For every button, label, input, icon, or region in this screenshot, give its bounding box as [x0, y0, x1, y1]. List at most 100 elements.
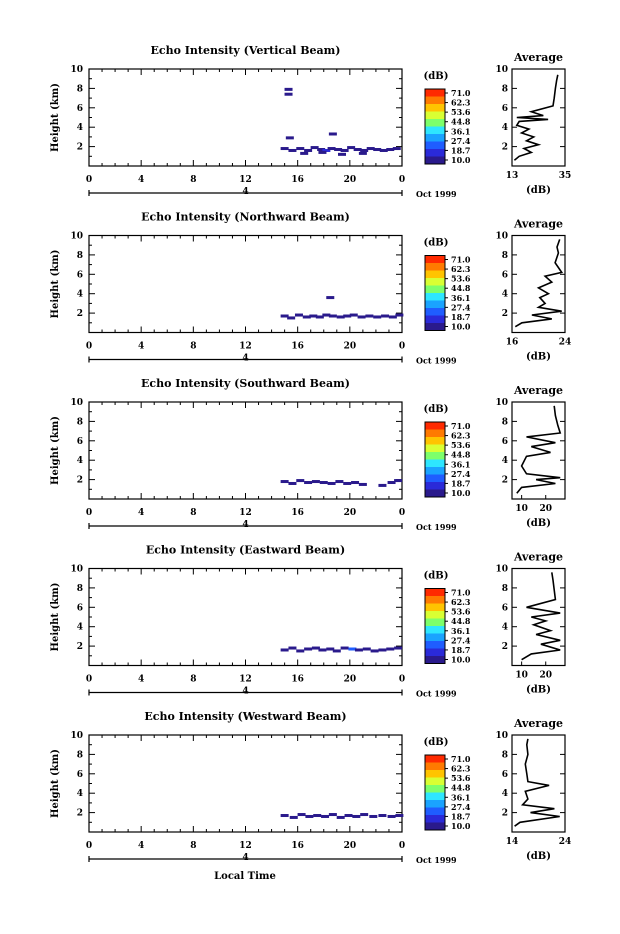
x-tick-label: 12 — [239, 342, 252, 352]
heatmap-cell — [328, 314, 337, 318]
heatmap-cell — [338, 152, 347, 156]
heatmap-cell — [360, 148, 369, 152]
colorbar-tick-label: 36.1 — [451, 126, 470, 136]
colorbar-tick-label: 62.3 — [451, 764, 471, 774]
heatmap-cell — [300, 151, 309, 155]
date-label: Oct 1999 — [416, 189, 457, 199]
heatmap-cell — [318, 648, 327, 652]
chart-title: Echo Intensity (Eastward Beam) — [146, 544, 345, 557]
heatmap-cell — [317, 148, 326, 152]
colorbar-segment — [425, 822, 445, 831]
heatmap-cell — [319, 481, 328, 485]
heatmap-cell — [302, 315, 311, 319]
y-tick-label: 6 — [77, 270, 83, 280]
colorbar-segment — [425, 156, 445, 165]
colorbar-segment — [425, 641, 445, 649]
heatmap-cell — [311, 480, 320, 484]
x-tick-label: 8 — [190, 175, 196, 185]
average-y-tick-label: 8 — [502, 84, 508, 94]
y-tick-label: 8 — [77, 251, 83, 261]
average-y-tick-label: 2 — [502, 809, 508, 819]
day-label: 4 — [242, 687, 248, 697]
colorbar-segment — [425, 285, 445, 294]
heatmap-cell — [335, 480, 344, 484]
colorbar-segment — [425, 119, 445, 127]
x-tick-label: 8 — [190, 675, 196, 685]
x-tick-label: 0 — [399, 342, 405, 352]
colorbar-segment — [425, 596, 445, 604]
colorbar-tick-label: 27.4 — [451, 302, 471, 312]
colorbar-tick-label: 10.0 — [451, 488, 471, 498]
colorbar-tick-label: 44.8 — [451, 616, 471, 626]
colorbar-tick-label: 62.3 — [451, 597, 471, 607]
average-y-tick-label: 4 — [502, 623, 508, 633]
colorbar-segment — [425, 633, 445, 642]
average-y-tick-label: 2 — [502, 476, 508, 486]
colorbar-segment — [425, 104, 445, 112]
heatmap-cell — [294, 313, 303, 317]
colorbar-segment — [425, 626, 445, 634]
heatmap-cell — [386, 148, 395, 152]
colorbar-segment — [425, 588, 445, 597]
heatmap-cell — [358, 482, 367, 486]
heatmap-cell — [280, 480, 289, 484]
x-tick-label: 4 — [138, 841, 144, 851]
average-y-tick-label: 6 — [502, 770, 508, 780]
heatmap-cell — [288, 481, 297, 485]
heatmap-cell — [340, 646, 349, 650]
colorbar-tick-label: 71.0 — [451, 588, 471, 598]
heatmap-cell — [395, 313, 404, 317]
colorbar-segment — [425, 293, 445, 301]
heatmap-cell — [349, 313, 358, 317]
date-label: Oct 1999 — [416, 689, 457, 699]
colorbar-segment — [425, 489, 445, 498]
average-x-tick-label: 10 — [515, 671, 528, 681]
colorbar-unit: (dB) — [424, 238, 449, 249]
average-x-tick-label: 13 — [506, 171, 519, 181]
colorbar-segment — [425, 263, 445, 271]
colorbar-segment — [425, 444, 445, 453]
heatmap-cell — [318, 150, 327, 154]
x-tick-label: 20 — [344, 508, 357, 518]
x-tick-label: 16 — [291, 508, 304, 518]
colorbar-segment — [425, 770, 445, 778]
average-frame — [511, 734, 566, 833]
y-tick-label: 10 — [70, 565, 83, 575]
heatmap-cell — [373, 315, 382, 319]
y-tick-label: 6 — [77, 437, 83, 447]
colorbar-segment — [425, 126, 445, 135]
colorbar-tick-label: 10.0 — [451, 655, 471, 665]
average-frame — [511, 401, 566, 500]
colorbar-segment — [425, 141, 445, 150]
x-tick-label: 0 — [86, 841, 92, 851]
y-tick-label: 6 — [77, 770, 83, 780]
x-tick-label: 0 — [86, 675, 92, 685]
y-axis-label: Height (km) — [50, 416, 61, 485]
x-tick-label: 0 — [399, 508, 405, 518]
colorbar-segment — [425, 467, 445, 475]
average-profile-line — [513, 74, 559, 161]
heatmap-cell — [311, 646, 320, 650]
day-label: 4 — [242, 853, 248, 863]
day-label: 4 — [242, 354, 248, 364]
y-tick-label: 10 — [70, 731, 83, 741]
heatmap-cell — [280, 314, 289, 318]
heatmap-cell — [394, 646, 403, 650]
x-axis-label: Local Time — [214, 871, 276, 882]
heatmap-cell — [348, 647, 357, 651]
heatmap-cell — [304, 148, 313, 152]
average-frame — [511, 68, 566, 167]
colorbar-segment — [425, 815, 445, 823]
colorbar-tick-label: 71.0 — [451, 421, 471, 431]
colorbar-segment — [425, 618, 445, 627]
colorbar-segment — [425, 777, 445, 786]
plot-frame — [88, 68, 403, 167]
average-y-tick-label: 6 — [502, 603, 508, 613]
colorbar-frame — [424, 754, 446, 831]
heatmap-cell — [328, 132, 337, 136]
heatmap-cell — [373, 148, 382, 152]
heatmap-cell — [288, 148, 297, 152]
heatmap-cell — [366, 147, 375, 151]
colorbar-unit: (dB) — [424, 737, 449, 748]
x-tick-label: 0 — [86, 508, 92, 518]
